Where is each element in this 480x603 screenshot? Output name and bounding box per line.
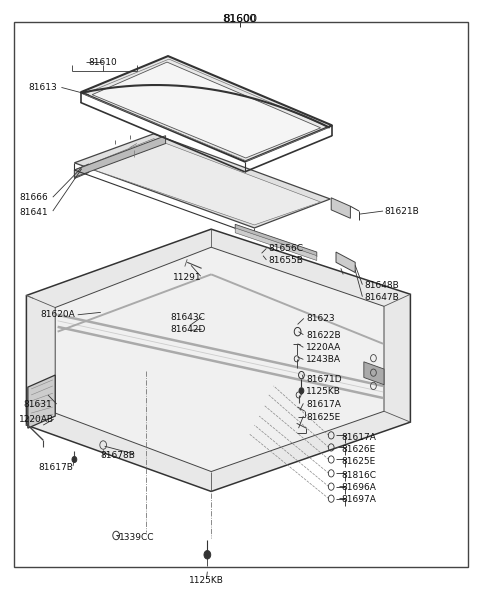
Text: 81623: 81623 [306, 314, 335, 323]
Polygon shape [74, 136, 166, 177]
Text: 81655B: 81655B [269, 256, 304, 265]
Polygon shape [74, 134, 330, 228]
Text: 81626E: 81626E [342, 445, 376, 453]
Text: 81621B: 81621B [384, 207, 419, 215]
Text: 1243BA: 1243BA [306, 356, 341, 364]
Polygon shape [336, 252, 355, 273]
Text: 1125KB: 1125KB [306, 388, 341, 396]
Polygon shape [84, 139, 321, 225]
Circle shape [72, 456, 77, 463]
Text: 81631: 81631 [23, 400, 52, 408]
Text: 81642D: 81642D [170, 326, 206, 334]
Text: 1220AA: 1220AA [306, 344, 341, 352]
Text: 81666: 81666 [19, 194, 48, 202]
Text: 81671D: 81671D [306, 376, 342, 384]
Text: 1339CC: 1339CC [119, 534, 155, 542]
Text: 81816C: 81816C [342, 471, 377, 479]
Text: 11291: 11291 [173, 273, 202, 282]
Text: 81625E: 81625E [306, 413, 340, 421]
Polygon shape [74, 164, 89, 178]
Text: 81647B: 81647B [365, 293, 399, 302]
Polygon shape [235, 228, 317, 260]
Polygon shape [26, 229, 410, 491]
Text: 81697A: 81697A [342, 495, 377, 504]
Text: 81617A: 81617A [342, 433, 377, 441]
Text: 81696A: 81696A [342, 483, 377, 491]
Text: 81617A: 81617A [306, 400, 341, 408]
Text: 81622B: 81622B [306, 332, 341, 340]
Text: 81610: 81610 [89, 58, 118, 66]
Text: 1220AB: 1220AB [19, 415, 54, 423]
Text: 81641: 81641 [19, 208, 48, 216]
Text: 81648B: 81648B [365, 281, 399, 289]
Polygon shape [81, 56, 332, 162]
Polygon shape [92, 62, 321, 158]
Text: 81600: 81600 [222, 14, 258, 24]
Text: 81625E: 81625E [342, 457, 376, 466]
Text: 81613: 81613 [29, 83, 58, 92]
Text: 81678B: 81678B [101, 451, 136, 459]
Polygon shape [235, 224, 317, 257]
Polygon shape [331, 198, 350, 218]
Text: 81600: 81600 [224, 14, 256, 24]
Polygon shape [364, 362, 384, 385]
Text: 81656C: 81656C [269, 244, 304, 253]
Text: 81643C: 81643C [170, 314, 205, 322]
Circle shape [204, 551, 211, 559]
Circle shape [299, 388, 304, 394]
Polygon shape [28, 375, 55, 428]
Text: 1125KB: 1125KB [189, 576, 224, 584]
Polygon shape [55, 247, 384, 472]
Text: 81617B: 81617B [38, 463, 73, 472]
Text: 81620A: 81620A [41, 311, 75, 319]
